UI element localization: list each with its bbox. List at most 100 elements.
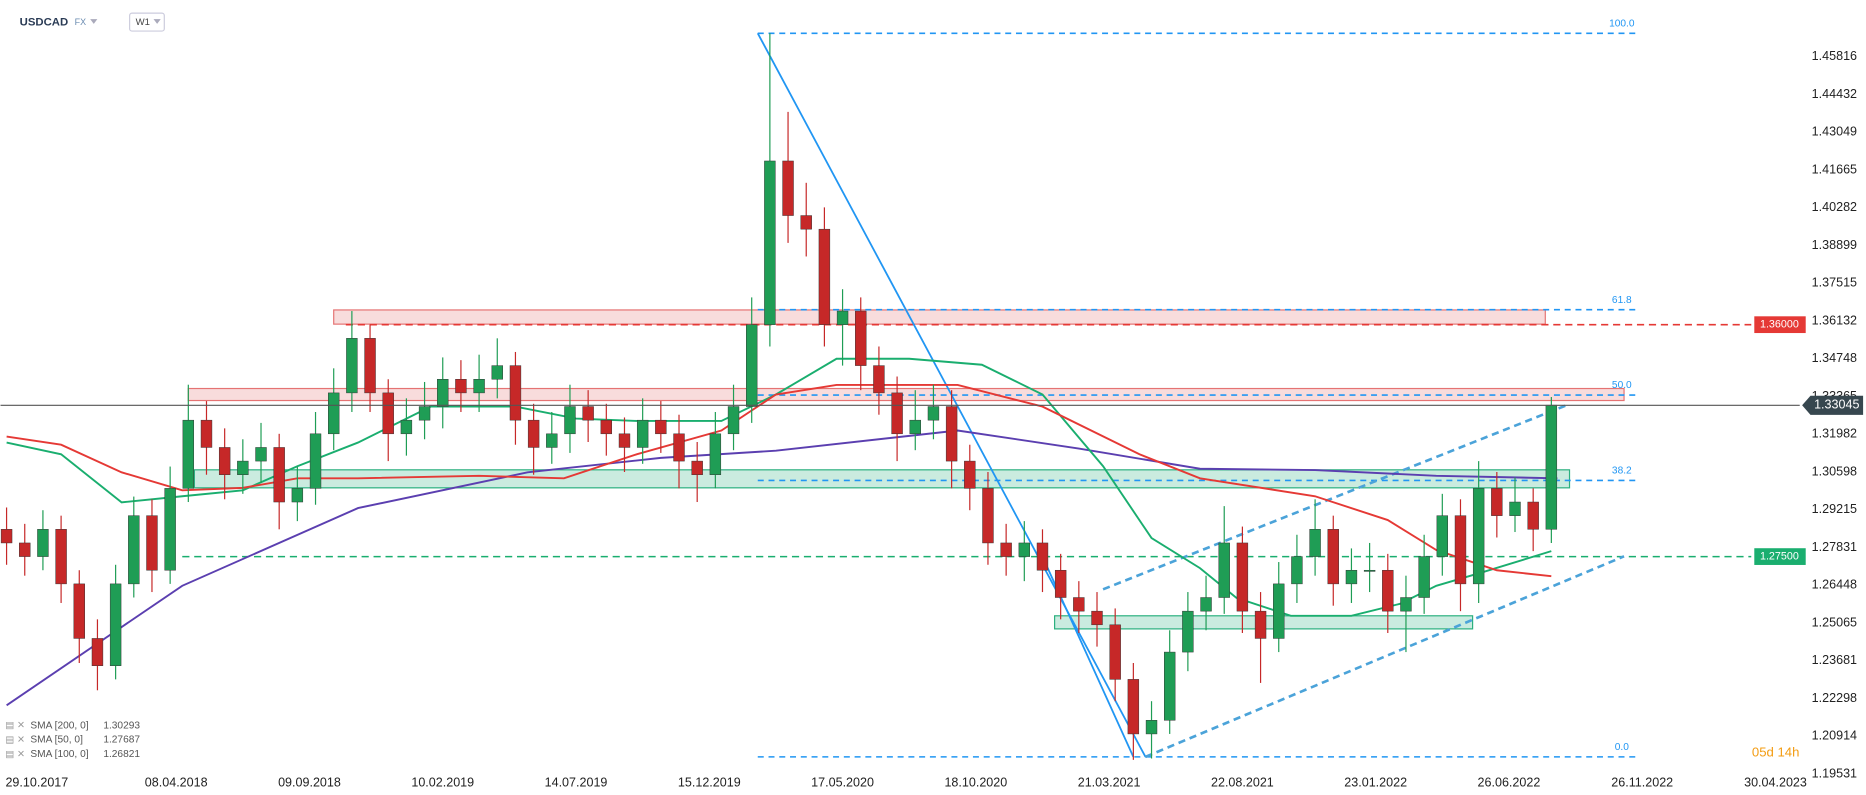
candle-body (1382, 569, 1394, 612)
candle-body (527, 419, 540, 448)
level-label-box (1754, 316, 1806, 334)
candle-body (1254, 610, 1267, 639)
x-tick-label: 21.03.2021 (1078, 775, 1141, 789)
legend-icon: ▤ ✕ (5, 735, 25, 746)
candle-body (146, 515, 158, 571)
x-tick-label: 17.05.2020 (811, 775, 874, 789)
candle-body (909, 419, 921, 435)
candle-body (982, 488, 994, 544)
candle-body (1200, 597, 1212, 612)
candle-body (709, 433, 722, 475)
x-tick-label: 08.04.2018 (145, 775, 208, 789)
candle-body (73, 583, 85, 639)
candle-body (818, 228, 831, 325)
candle-body (1036, 542, 1049, 571)
trendline (1144, 555, 1625, 759)
y-tick-label: 1.44432 (1812, 87, 1857, 101)
candle-body (855, 310, 867, 366)
y-tick-label: 1.34748 (1812, 351, 1857, 365)
dropdown-arrow[interactable] (90, 19, 98, 24)
candle-body (1309, 529, 1321, 557)
candle-body (746, 324, 758, 407)
candle-body (764, 160, 776, 325)
y-tick-label: 1.19531 (1812, 766, 1857, 780)
y-tick-label: 1.25065 (1812, 615, 1857, 629)
candle-body (218, 447, 231, 475)
candle-body (19, 542, 31, 557)
candle-body (455, 379, 467, 394)
candle-body (182, 419, 195, 489)
candle-body (546, 433, 558, 448)
fib-label: 0.0 (1615, 742, 1629, 753)
candle-body (1073, 597, 1085, 612)
candle-body (1509, 501, 1521, 516)
y-tick-label: 1.20914 (1812, 729, 1857, 743)
legend-name: SMA [100, 0] (30, 749, 88, 760)
zone (193, 469, 1571, 489)
symbol[interactable]: USDCAD (20, 17, 69, 29)
plot: 100.0 61.8 50.0 38.2 0.0 1.36000 1.27500 (0, 18, 1806, 760)
fib-label: 38.2 (1612, 466, 1632, 477)
candle-body (255, 447, 267, 462)
level-label: 1.27500 (1760, 550, 1799, 562)
candle-body (418, 406, 431, 421)
candle-body (836, 310, 849, 325)
market[interactable]: FX (75, 17, 86, 27)
level-label-box (1754, 548, 1806, 565)
candle-body (1327, 529, 1339, 585)
x-tick-label: 14.07.2019 (545, 775, 608, 789)
legend-name: SMA [50, 0] (30, 735, 83, 746)
candle-body (0, 529, 13, 544)
x-tick-label: 22.08.2021 (1211, 775, 1274, 789)
candle-body (1527, 501, 1539, 530)
dropdown-arrow[interactable] (153, 19, 161, 24)
candle-body (400, 419, 413, 435)
legend-value: 1.27687 (103, 735, 140, 746)
candle-body (1164, 651, 1176, 721)
candle-body (55, 529, 67, 585)
candle-body (491, 365, 503, 380)
y-tick-label: 1.36132 (1812, 313, 1857, 327)
candle-body (1345, 569, 1358, 585)
candle-body (582, 406, 594, 421)
candle-body (1273, 583, 1285, 639)
x-tick-label: 09.09.2018 (278, 775, 341, 789)
candle-body (473, 379, 485, 394)
y-tick-label: 1.26448 (1812, 578, 1857, 592)
candle-body (109, 583, 122, 666)
candle-body (691, 460, 703, 475)
candle-body (564, 406, 576, 435)
timeframe[interactable]: W1 (136, 17, 150, 28)
candle-body (800, 215, 812, 230)
legend-icon: ▤ ✕ (5, 720, 25, 731)
candle-body (1418, 556, 1430, 598)
candle-body (636, 419, 649, 448)
countdown: 05d 14h (1752, 745, 1800, 760)
x-tick-label: 10.02.2019 (411, 775, 474, 789)
candle-body (1218, 542, 1230, 598)
legend-name: SMA [200, 0] (30, 720, 88, 731)
candle-body (782, 160, 794, 216)
candle-body (673, 433, 685, 462)
x-tick-label: 29.10.2017 (5, 775, 68, 789)
candle-body (618, 433, 631, 448)
candle-body (1000, 542, 1012, 557)
candle-body (291, 488, 304, 503)
y-tick-label: 1.40282 (1812, 200, 1857, 214)
x-tick-label: 15.12.2019 (678, 775, 741, 789)
candle-body (655, 419, 667, 435)
y-tick-label: 1.22298 (1812, 691, 1857, 705)
candle-body (1454, 515, 1467, 585)
zone (333, 309, 1546, 325)
candle-body (1400, 597, 1412, 612)
y-tick-label: 1.23681 (1812, 653, 1857, 667)
y-tick-label: 1.41665 (1812, 162, 1857, 176)
legend-icon: ▤ ✕ (5, 749, 25, 760)
candle-body (1054, 569, 1067, 598)
candle-body (1091, 610, 1103, 626)
timeframe-box[interactable] (129, 12, 165, 32)
candle-body (1491, 488, 1503, 516)
fib-label: 50.0 (1612, 380, 1632, 391)
fib-label: 61.8 (1612, 295, 1632, 306)
candle-body (1145, 720, 1158, 735)
